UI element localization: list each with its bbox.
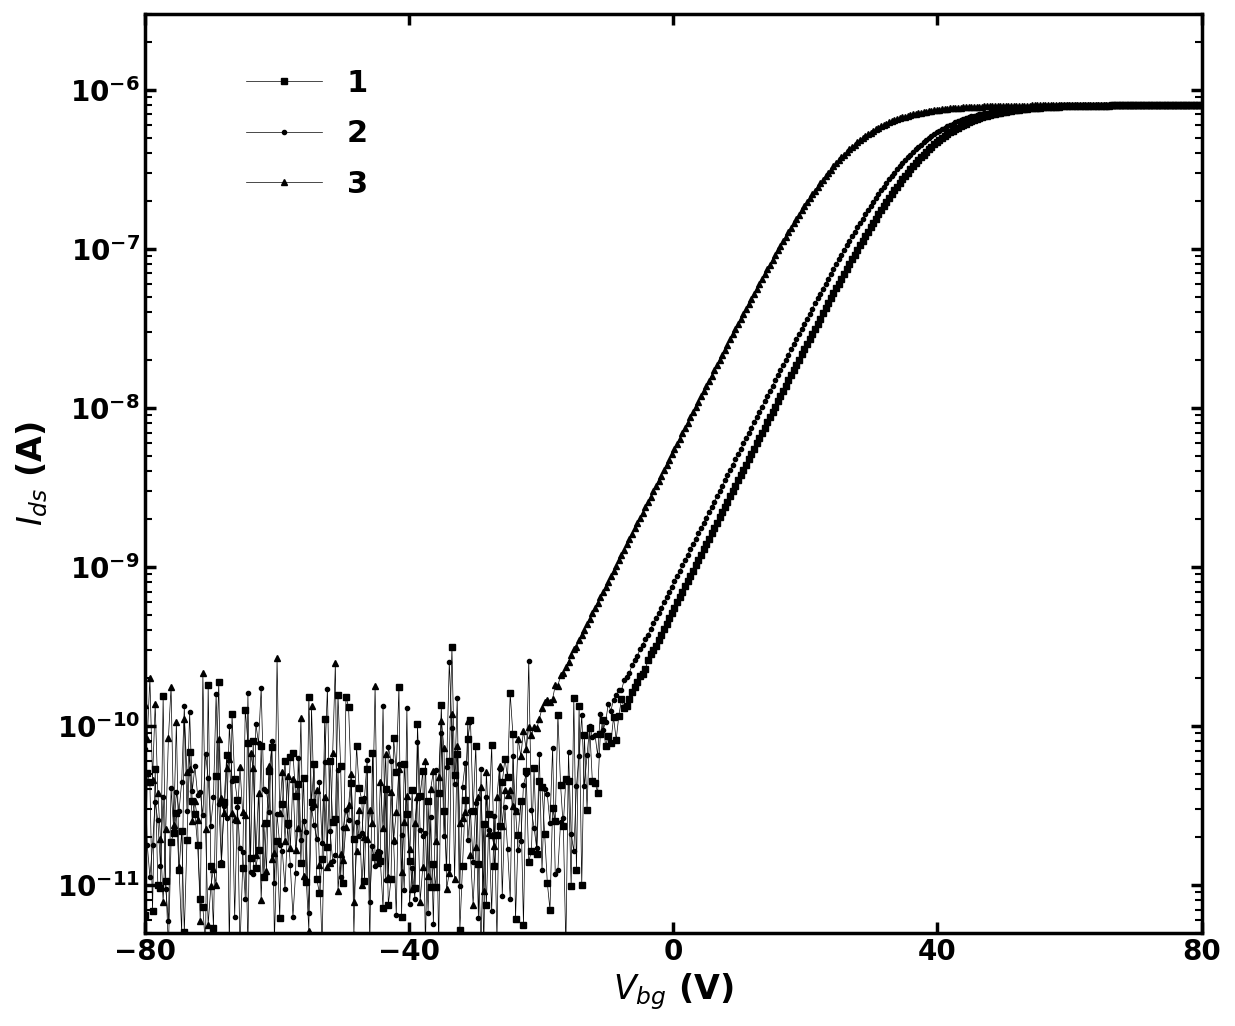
Legend: 1, 2, 3: 1, 2, 3 (233, 56, 380, 211)
2 (908, 144, 923, 156)
3 (1194, 100, 1209, 112)
1 (161, 942, 175, 954)
3 (484, 829, 499, 841)
2 (264, 735, 279, 747)
1 (137, 909, 152, 921)
1 (1194, 100, 1209, 112)
3 (805, 189, 820, 201)
1 (903, 163, 918, 175)
2 (805, 303, 820, 315)
Y-axis label: $I_{ds}$ (A): $I_{ds}$ (A) (14, 421, 49, 526)
1 (267, 936, 282, 948)
2 (137, 743, 152, 755)
2 (431, 942, 446, 954)
1 (908, 157, 923, 169)
3 (267, 846, 282, 859)
Line: 2: 2 (142, 104, 1204, 950)
3 (241, 942, 256, 954)
2 (903, 149, 918, 161)
1 (805, 327, 820, 340)
2 (1194, 100, 1209, 112)
Line: 1: 1 (142, 103, 1204, 951)
3 (908, 108, 923, 120)
2 (558, 942, 573, 954)
3 (903, 109, 918, 121)
1 (484, 739, 499, 751)
3 (137, 700, 152, 712)
Line: 3: 3 (142, 103, 1204, 951)
X-axis label: $V_{bg}$ (V): $V_{bg}$ (V) (613, 972, 734, 1012)
3 (558, 661, 573, 673)
1 (558, 773, 573, 785)
2 (484, 905, 499, 917)
